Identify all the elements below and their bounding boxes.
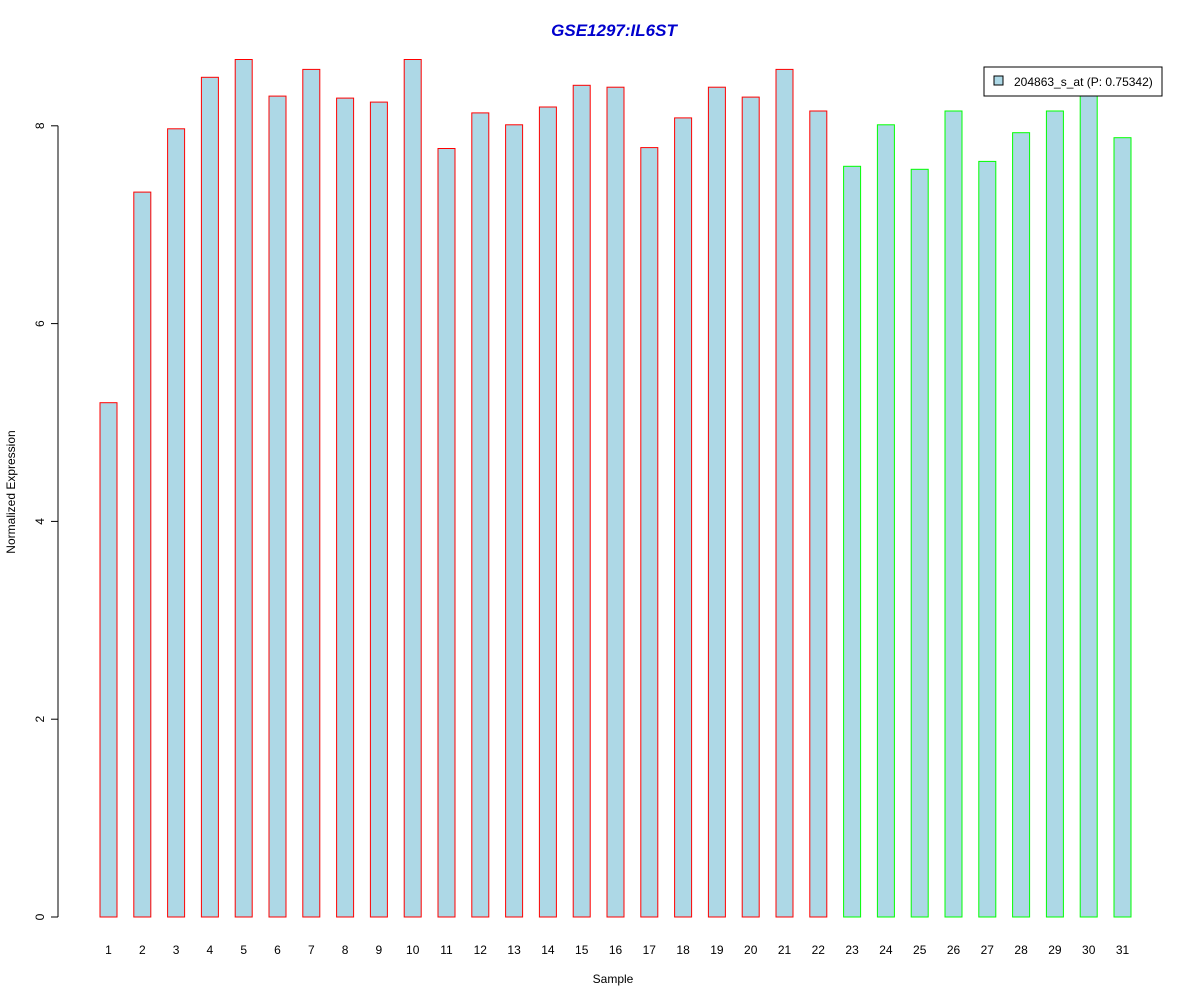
x-tick-label: 30: [1082, 943, 1096, 957]
bar-sample-31: [1113, 137, 1132, 918]
bar-sample-25: [910, 168, 929, 918]
x-tick-label: 7: [308, 943, 315, 957]
x-tick-label: 27: [981, 943, 995, 957]
x-axis-label: Sample: [593, 972, 634, 986]
bar-sample-4: [200, 76, 219, 918]
x-tick-label: 8: [342, 943, 349, 957]
y-tick-label: 2: [33, 716, 47, 723]
x-tick-labels: 1 2 3 4 5 6 7 8 9 10 11 12 13 14 15 16 17 18 19 20 21 22 23 24 2…: [105, 943, 1129, 957]
bar-sample-24: [876, 124, 895, 918]
bar-sample-20: [741, 96, 760, 918]
x-tick-label: 9: [376, 943, 383, 957]
bar-sample-14: [538, 106, 557, 918]
x-tick-label: 31: [1116, 943, 1130, 957]
x-tick-label: 10: [406, 943, 420, 957]
bar-sample-9: [369, 101, 388, 918]
x-tick-label: 4: [207, 943, 214, 957]
y-tick-label: 0: [33, 913, 47, 920]
bar-sample-1: [99, 402, 118, 918]
bar-sample-28: [1012, 132, 1031, 918]
y-tick-label: 4: [33, 518, 47, 525]
bar-sample-21: [775, 68, 794, 918]
x-tick-label: 21: [778, 943, 792, 957]
bar-sample-7: [302, 68, 321, 918]
y-axis: 0 2 4 6 8: [33, 122, 59, 920]
bar-sample-18: [674, 117, 693, 918]
bar-sample-10: [403, 59, 422, 918]
bar-sample-8: [336, 97, 355, 918]
x-tick-label: 15: [575, 943, 589, 957]
x-tick-label: 20: [744, 943, 758, 957]
bar-sample-27: [978, 160, 997, 918]
x-tick-label: 6: [274, 943, 281, 957]
bar-sample-15: [572, 84, 591, 918]
bar-sample-13: [505, 124, 524, 918]
x-tick-label: 14: [541, 943, 555, 957]
x-tick-label: 22: [812, 943, 826, 957]
x-tick-label: 3: [173, 943, 180, 957]
bar-sample-5: [234, 59, 253, 918]
bar-sample-23: [843, 165, 862, 918]
x-tick-label: 2: [139, 943, 146, 957]
bar-sample-30: [1079, 90, 1098, 918]
bar-sample-12: [471, 112, 490, 918]
bar-sample-26: [944, 110, 963, 918]
bar-sample-22: [809, 110, 828, 918]
bar-sample-19: [707, 86, 726, 918]
y-axis-label: Normalized Expression: [4, 430, 18, 553]
bars-group: [99, 59, 1132, 918]
bar-sample-16: [606, 86, 625, 918]
legend: 204863_s_at (P: 0.75342): [983, 66, 1163, 97]
chart-title: GSE1297:IL6ST: [551, 21, 678, 40]
legend-swatch: [993, 75, 1004, 86]
bar-sample-2: [133, 191, 152, 918]
x-tick-label: 28: [1014, 943, 1028, 957]
y-tick-label: 8: [33, 122, 47, 129]
x-tick-label: 17: [643, 943, 657, 957]
x-tick-label: 5: [240, 943, 247, 957]
bar-sample-11: [437, 148, 456, 918]
bar-sample-6: [268, 95, 287, 918]
legend-label: 204863_s_at (P: 0.75342): [1014, 75, 1153, 89]
bar-sample-17: [640, 147, 659, 918]
y-tick-label: 6: [33, 320, 47, 327]
bar-sample-29: [1045, 110, 1064, 918]
x-tick-label: 12: [474, 943, 488, 957]
legend-box: [983, 66, 1163, 97]
x-tick-label: 16: [609, 943, 623, 957]
x-tick-label: 18: [676, 943, 690, 957]
x-tick-label: 26: [947, 943, 961, 957]
x-tick-label: 19: [710, 943, 724, 957]
x-tick-label: 11: [440, 943, 453, 957]
bar-sample-3: [167, 128, 186, 918]
x-tick-label: 25: [913, 943, 927, 957]
x-tick-label: 1: [105, 943, 112, 957]
x-tick-label: 23: [845, 943, 859, 957]
x-tick-label: 24: [879, 943, 893, 957]
x-tick-label: 29: [1048, 943, 1062, 957]
x-tick-label: 13: [507, 943, 521, 957]
